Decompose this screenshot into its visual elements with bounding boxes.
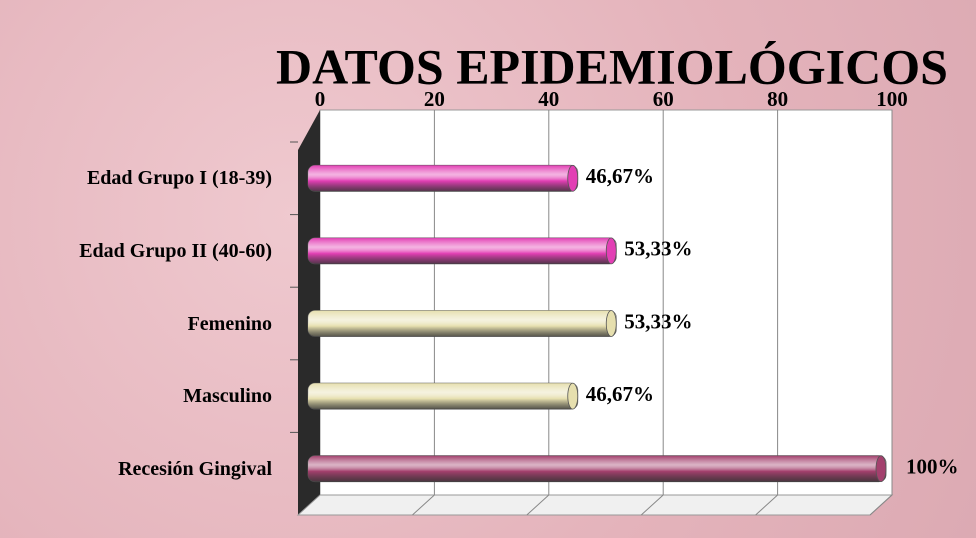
bar-cap (605, 310, 617, 337)
x-tick-label: 40 (538, 87, 559, 111)
y-tick-label: Femenino (187, 312, 272, 335)
x-tick-label: 0 (315, 87, 326, 111)
grid-line-floor (869, 494, 893, 516)
y-tick-label: Edad Grupo I (18-39) (86, 167, 272, 190)
value-label: 100% (906, 455, 959, 479)
x-tick-label: 100 (876, 87, 908, 111)
bar (308, 237, 617, 264)
bar (308, 165, 578, 192)
side-wall (298, 110, 320, 515)
value-label: 46,67% (586, 382, 654, 406)
grid-line-floor (755, 494, 778, 516)
x-tick-label: 80 (767, 87, 788, 111)
bar-cap (567, 164, 579, 192)
y-tick-label: Edad Grupo II (40-60) (79, 239, 272, 262)
bar-cap (875, 455, 887, 483)
bar (308, 455, 886, 482)
bar (308, 310, 617, 337)
value-label: 53,33% (624, 237, 692, 261)
x-tick-label: 60 (653, 87, 674, 111)
bar-cap (605, 237, 617, 265)
value-label: 53,33% (624, 309, 692, 333)
bar-cap (567, 382, 579, 410)
x-tick-label: 20 (424, 87, 445, 111)
chart-title: DATOS EPIDEMIOLÓGICOS (276, 38, 948, 94)
floor (296, 494, 894, 516)
grid-line-floor (412, 494, 435, 516)
y-tick-label: Recesión Gingival (118, 457, 272, 480)
y-tick-label: Masculino (183, 385, 272, 408)
grid-line-floor (640, 494, 664, 516)
bar (308, 383, 578, 410)
value-label: 46,67% (586, 164, 654, 188)
grid-line-floor (526, 494, 550, 516)
